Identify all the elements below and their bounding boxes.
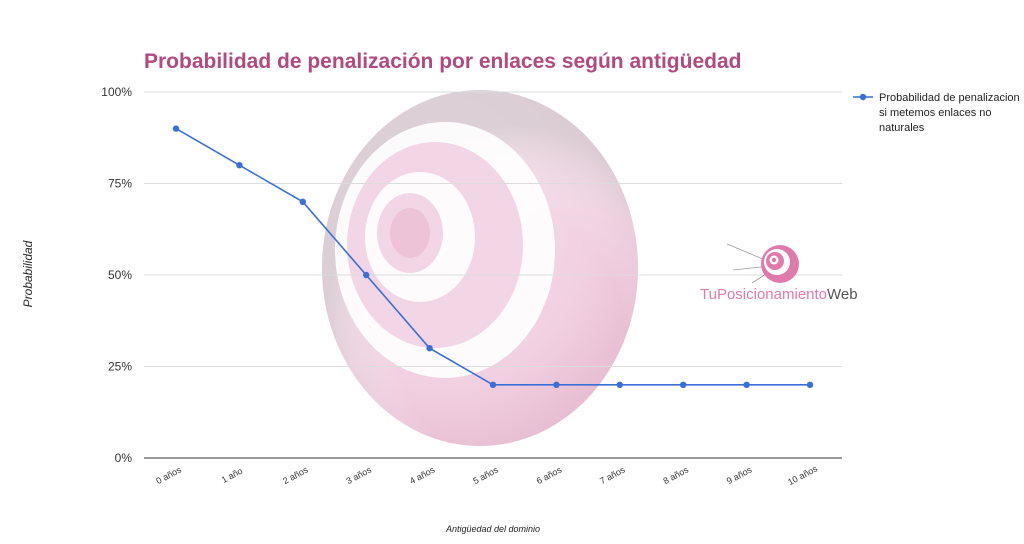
x-tick-label: 0 años [154,464,183,486]
chart-title: Probabilidad de penalización por enlaces… [144,50,741,73]
series-line [172,125,814,388]
data-point [236,162,243,169]
grid [144,91,842,459]
x-tick-label: 3 años [345,464,374,486]
data-point [616,381,623,388]
x-axis-label: Antigüedad del dominio [445,524,540,534]
data-point [426,345,433,352]
legend: Probabilidad de penalizacion si metemos … [853,92,1020,134]
legend-label-line-1: Probabilidad de penalizacion [879,92,1020,104]
brand-name-part1: TuPosicionamiento [700,286,827,303]
brand-name-part2: Web [827,286,858,303]
y-axis-label: Probabilidad [21,240,35,307]
x-tick-label: 10 años [786,463,819,487]
x-tick-label: 9 años [725,464,754,486]
data-point [172,125,180,132]
y-axis-ticks: 0% 25% 50% 75% 100% [101,85,132,465]
x-axis-ticks: 0 años 1 año 2 años 3 años 4 años 5 años 6 año… [154,463,819,487]
y-tick-label: 0% [115,451,133,465]
x-tick-label: 5 años [471,464,500,486]
brand-logo: TuPosicionamientoWeb [700,243,858,303]
x-tick-label: 2 años [281,464,310,486]
data-point [806,381,814,388]
data-point [743,381,750,388]
x-tick-label: 6 años [535,464,564,486]
data-point [680,381,687,388]
data-point [299,198,306,205]
y-tick-label: 100% [101,85,132,99]
x-tick-label: 1 año [220,466,245,485]
data-point [489,381,497,388]
brand-name: TuPosicionamientoWeb [700,286,858,303]
brand-target-icon [726,243,799,284]
x-tick-label: 4 años [408,464,437,486]
y-tick-label: 75% [108,177,132,191]
target-watermark-icon [322,90,638,446]
data-point [553,381,560,388]
legend-label-line-3: naturales [879,122,925,134]
legend-marker-icon [859,93,867,101]
x-tick-label: 8 años [662,464,691,486]
legend-label-line-2: si metemos enlaces no [879,107,992,119]
y-tick-label: 25% [108,360,132,374]
y-tick-label: 50% [108,268,132,282]
data-point [363,271,370,279]
x-tick-label: 7 años [598,464,627,486]
